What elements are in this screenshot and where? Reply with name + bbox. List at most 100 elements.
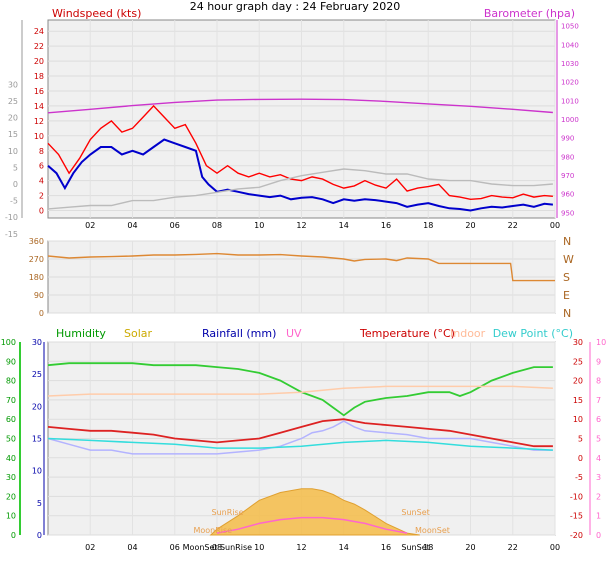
humidity-y-tick-label: 90	[6, 357, 16, 366]
climate-x-tick-label: 22	[508, 543, 518, 552]
uv-y-tick-label: 5	[596, 435, 601, 444]
uv-y-tick-label: 8	[596, 377, 601, 386]
wind-x-tick-label: 12	[296, 221, 306, 230]
wind-x-tick-label: 10	[254, 221, 264, 230]
wind-y-tick-label: 24	[34, 27, 44, 36]
direction-y-tick-label: 0	[39, 309, 44, 318]
wind-outer-tick-label: 5	[13, 163, 18, 172]
temp-y-tick-label: -15	[570, 512, 583, 521]
rain-y-tick-label: 15	[32, 435, 42, 444]
temp-y-tick-label: 30	[573, 338, 583, 347]
wind-x-tick-label: 20	[465, 221, 475, 230]
uv-y-tick-label: 1	[596, 512, 601, 521]
climate-x-tick-label: 00	[550, 543, 560, 552]
direction-y-tick-label: 180	[29, 273, 44, 282]
climate-x-tick-label: 08	[212, 543, 222, 552]
climate-series	[47, 362, 553, 536]
climate-x-tick-label: SunSet	[401, 543, 429, 552]
rain-y-tick-label: 10	[32, 467, 42, 476]
climate-x-tick-label: 06	[170, 543, 180, 552]
climate-series-line	[216, 516, 408, 534]
climate-gridlines	[48, 341, 556, 536]
wind-panel: Windspeed (kts) Barometer (hpa) 02468101…	[5, 7, 579, 239]
wind-series-line	[47, 104, 553, 201]
wind-x-tick-label: 14	[339, 221, 349, 230]
rainfall-label: Rainfall (mm)	[202, 327, 276, 340]
humidity-y-tick-label: 10	[6, 512, 16, 521]
temp-y-tick-label: 15	[573, 396, 583, 405]
baro-y-tick-label: 950	[561, 209, 574, 217]
humidity-y-tick-label: 20	[6, 492, 16, 501]
wind-x-tick-label: 16	[381, 221, 391, 230]
wind-series-line	[47, 168, 553, 210]
humidity-y-tick-label: 50	[6, 435, 16, 444]
temp-y-tick-label: 0	[578, 454, 583, 463]
temp-y-tick-label: 5	[578, 435, 583, 444]
climate-x-tick-label: 12	[296, 543, 306, 552]
humidity-label: Humidity	[56, 327, 106, 340]
temp-y-tick-label: 10	[573, 415, 583, 424]
compass-tick-label: W	[563, 253, 574, 266]
climate-series-line	[47, 420, 553, 455]
climate-series-line	[47, 437, 553, 451]
wind-x-tick-label: 04	[127, 221, 137, 230]
wind-y-tick-label: 4	[39, 177, 44, 186]
humidity-y-tick-label: 100	[1, 338, 16, 347]
climate-x-tick-label: 16	[381, 543, 391, 552]
wind-x-tick-label: 06	[170, 221, 180, 230]
direction-y-tick-label: 90	[34, 291, 44, 300]
temp-y-tick-label: 20	[573, 377, 583, 386]
wind-x-tick-label: 18	[423, 221, 433, 230]
uv-y-tick-label: 9	[596, 357, 601, 366]
direction-gridlines	[48, 240, 556, 314]
humidity-y-tick-label: 60	[6, 415, 16, 424]
temperature-label: Temperature (°C)	[359, 327, 455, 340]
uv-y-tick-label: 6	[596, 415, 601, 424]
wind-outer-tick-label: 0	[13, 180, 18, 189]
baro-y-tick-label: 1040	[561, 41, 579, 49]
rain-y-tick-label: 30	[32, 338, 42, 347]
temp-y-tick-label: -5	[575, 473, 583, 482]
direction-axes: 360 N 270 W 180 S 90 E 0 N	[29, 235, 574, 320]
wind-series-line	[47, 98, 553, 114]
climate-x-tick-label: MoonSet	[183, 543, 218, 552]
wind-outer-tick-label: -10	[5, 213, 18, 222]
wind-outer-tick-label: -15	[5, 230, 18, 239]
wind-y-tick-label: 14	[34, 102, 44, 111]
baro-y-tick-label: 1020	[561, 79, 579, 87]
wind-y-tick-label: 20	[34, 57, 44, 66]
wind-y-tick-label: 0	[39, 207, 44, 216]
wind-outer-tick-label: 10	[8, 147, 18, 156]
moonset-annotation: MoonSet	[415, 526, 450, 535]
wind-left-label: Windspeed (kts)	[52, 7, 141, 20]
rain-y-tick-label: 25	[32, 370, 42, 379]
compass-tick-label: E	[563, 289, 570, 302]
climate-series-line	[47, 385, 553, 397]
wind-y-tick-label: 8	[39, 147, 44, 156]
wind-outer-tick-label: -5	[10, 197, 18, 206]
uv-label: UV	[286, 327, 302, 340]
wind-right-label: Barometer (hpa)	[484, 7, 575, 20]
baro-y-tick-label: 1030	[561, 60, 579, 68]
humidity-y-tick-label: 40	[6, 454, 16, 463]
baro-y-tick-label: 990	[561, 135, 574, 143]
wind-x-tick-label: 02	[85, 221, 95, 230]
solar-label: Solar	[124, 327, 153, 340]
humidity-y-tick-label: 0	[11, 531, 16, 540]
compass-tick-label: N	[563, 235, 571, 248]
humidity-y-tick-label: 80	[6, 377, 16, 386]
rain-y-tick-label: 5	[37, 499, 42, 508]
climate-x-tick-label: 10	[254, 543, 264, 552]
compass-tick-label: N	[563, 307, 571, 320]
direction-y-tick-label: 360	[29, 237, 44, 246]
baro-y-tick-label: 1010	[561, 97, 579, 105]
sunset-annotation: SunSet	[401, 508, 429, 517]
uv-y-tick-label: 4	[596, 454, 601, 463]
climate-annotations: SunRise SunSet MoonRise MoonSet	[193, 508, 449, 535]
moonrise-annotation: MoonRise	[193, 526, 232, 535]
wind-y-tick-label: 22	[34, 42, 44, 51]
climate-panel: Humidity Solar Rainfall (mm) UV Temperat…	[1, 327, 606, 552]
wind-outer-tick-label: 30	[8, 80, 18, 89]
temp-y-tick-label: 25	[573, 357, 583, 366]
